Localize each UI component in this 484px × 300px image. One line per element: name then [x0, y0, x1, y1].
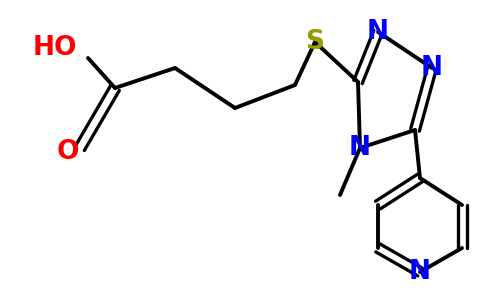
Text: O: O [57, 139, 79, 165]
Text: S: S [305, 29, 324, 55]
Text: HO: HO [33, 35, 77, 61]
Text: N: N [367, 19, 389, 45]
Text: N: N [421, 55, 443, 81]
Text: N: N [349, 135, 371, 161]
Text: N: N [409, 259, 431, 285]
